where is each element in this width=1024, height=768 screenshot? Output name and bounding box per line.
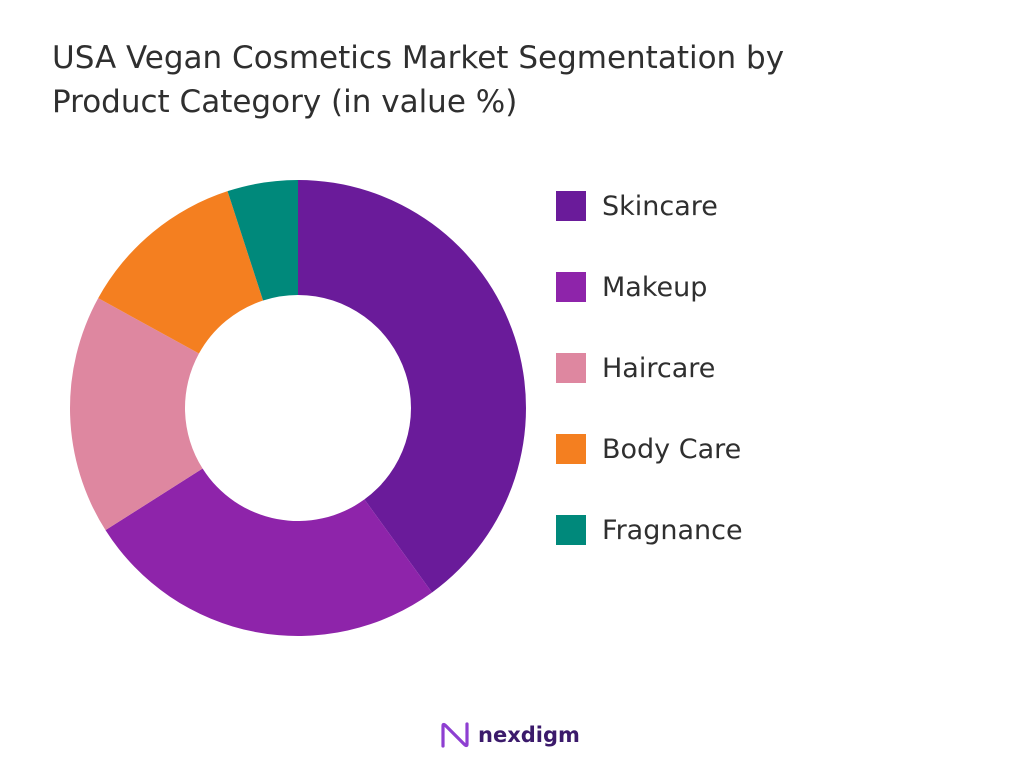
chart-title: USA Vegan Cosmetics Market Segmentation … bbox=[52, 36, 952, 124]
legend-label: Skincare bbox=[602, 190, 718, 222]
legend-label: Fragnance bbox=[602, 514, 743, 546]
legend-label: Makeup bbox=[602, 271, 708, 303]
legend-swatch bbox=[556, 272, 586, 302]
legend-item-makeup: Makeup bbox=[556, 267, 856, 307]
legend-label: Haircare bbox=[602, 352, 716, 384]
legend-item-haircare: Haircare bbox=[556, 348, 856, 388]
donut-chart bbox=[69, 180, 526, 636]
donut-slice-fragnance bbox=[227, 180, 298, 301]
legend-swatch bbox=[556, 353, 586, 383]
chart-title-line-2: Product Category (in value %) bbox=[52, 84, 518, 120]
brand-footer: nexdigm bbox=[438, 718, 580, 752]
chart-title-line-1: USA Vegan Cosmetics Market Segmentation … bbox=[52, 40, 785, 76]
legend-item-skincare: Skincare bbox=[556, 186, 856, 226]
legend-swatch bbox=[556, 434, 586, 464]
legend-item-fragnance: Fragnance bbox=[556, 510, 856, 550]
legend-label: Body Care bbox=[602, 433, 742, 465]
legend-swatch bbox=[556, 515, 586, 545]
donut-slice-body-care bbox=[98, 191, 264, 354]
brand-name: nexdigm bbox=[478, 723, 580, 747]
donut-slice-haircare bbox=[69, 298, 203, 531]
donut-slice-skincare bbox=[298, 180, 526, 593]
legend-item-body-care: Body Care bbox=[556, 429, 856, 469]
legend-swatch bbox=[556, 191, 586, 221]
donut-slice-makeup bbox=[105, 468, 433, 636]
nexdigm-logo-icon bbox=[441, 722, 469, 748]
